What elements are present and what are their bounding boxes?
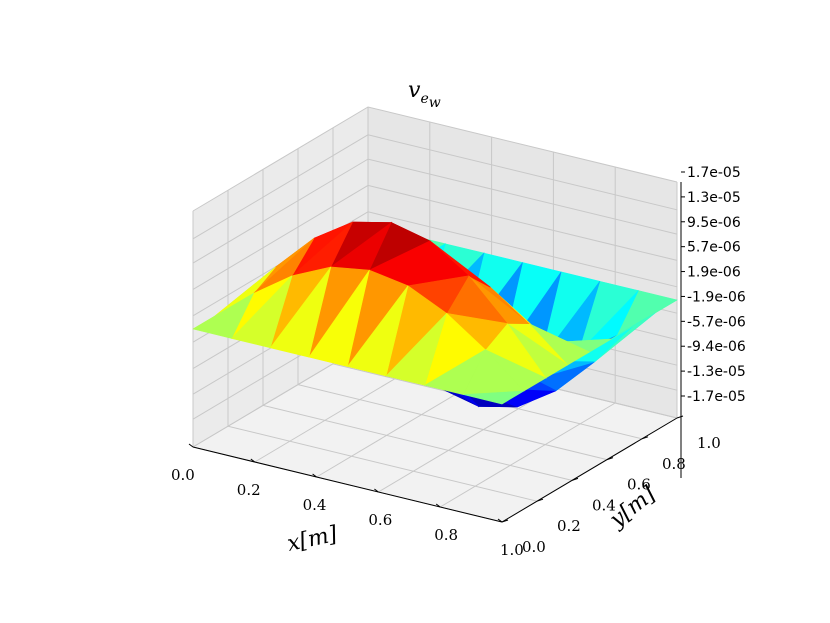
z-tick-label: -1.9e-06 xyxy=(687,289,746,305)
y-tick-mark xyxy=(606,457,614,461)
y-tick-label: 0.8 xyxy=(662,455,686,473)
y-tick-mark xyxy=(571,477,579,481)
surface-face xyxy=(385,313,447,386)
y-tick-label: 0.2 xyxy=(557,517,581,535)
y-tick-label: 1.0 xyxy=(697,434,721,452)
surface-face xyxy=(192,292,255,339)
surface-face xyxy=(424,348,487,395)
x-tick-mark xyxy=(435,503,441,508)
x-tick-label: 0.6 xyxy=(368,511,392,529)
x-tick-mark xyxy=(250,458,256,463)
y-tick-mark xyxy=(501,519,509,523)
z-tick-label: 9.5e-06 xyxy=(687,215,741,231)
z-tick-label: 5.7e-06 xyxy=(687,240,741,256)
y-tick-mark xyxy=(536,498,544,502)
y-tick-label: 0.4 xyxy=(592,496,616,514)
surface-face xyxy=(269,266,332,358)
surface-face xyxy=(463,390,525,405)
surface-face xyxy=(308,269,370,367)
z-grid-line xyxy=(192,184,678,290)
z-tick-label: -5.7e-06 xyxy=(687,314,746,330)
y-tick-label: 0.0 xyxy=(522,538,546,556)
z-tick-label: 1.9e-06 xyxy=(687,265,741,281)
x-tick-label: 0.0 xyxy=(171,466,195,484)
grid-lines xyxy=(192,106,678,523)
floor-pane xyxy=(193,343,677,522)
y-axis-line xyxy=(501,417,678,523)
x-tick-mark xyxy=(312,473,317,478)
x-tick-label: 0.8 xyxy=(434,526,458,544)
surface-face xyxy=(231,275,293,349)
z-tick-label: -1.7e-05 xyxy=(687,389,746,405)
x-axis-line xyxy=(192,446,503,523)
z-grid-line xyxy=(192,134,678,240)
z-tick-label: 1.3e-05 xyxy=(687,190,741,206)
z-grid-line xyxy=(192,211,678,317)
y-tick-mark xyxy=(676,415,684,419)
tick-marks: 0.00.20.40.60.81.00.00.20.40.60.81.0-1.7… xyxy=(171,165,746,559)
z-tick-label: 1.7e-05 xyxy=(687,165,741,181)
y-tick-mark xyxy=(641,436,649,440)
x-tick-mark xyxy=(497,518,503,523)
x-tick-label: 0.4 xyxy=(303,496,327,514)
y-tick-label: 0.6 xyxy=(627,476,651,494)
axis-lines xyxy=(192,182,682,523)
x-tick-mark xyxy=(374,488,379,493)
z-tick-label: -1.3e-05 xyxy=(687,364,746,380)
surface-mesh xyxy=(192,221,678,408)
x-tick-mark xyxy=(188,443,194,448)
surface-face xyxy=(346,285,409,377)
x-tick-label: 0.2 xyxy=(237,481,261,499)
z-grid-line xyxy=(192,106,678,212)
x-axis-label: x[m] xyxy=(285,522,340,557)
chart-title: vew xyxy=(408,78,441,111)
z-grid-line xyxy=(192,158,678,264)
x-tick-label: 1.0 xyxy=(500,541,524,559)
z-tick-label: -9.4e-06 xyxy=(687,339,746,355)
